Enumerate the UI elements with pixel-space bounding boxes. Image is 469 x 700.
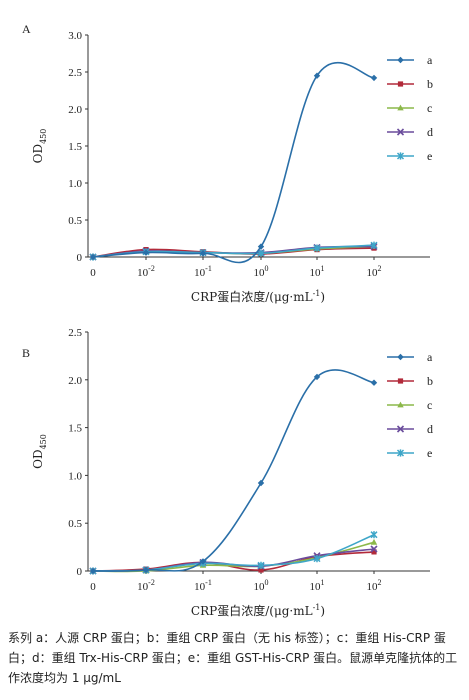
data-point-b [258,567,264,573]
data-point-a [370,379,378,386]
x-tick-label: 100 [254,578,269,593]
data-point-e [313,244,321,252]
data-point-a [199,558,207,565]
y-tick-label: 0.5 [68,215,82,227]
y-tick-label: 3.0 [68,30,82,42]
legend-label-b: b [427,374,433,388]
data-point-a [199,250,207,257]
series-line-a [92,369,375,572]
data-point-a [313,373,321,381]
x-tick-label: 10-2 [137,578,155,593]
chart-panel-b: B 0 0.5 1.0 1.5 2.0 2.5 0 10-2 10-1 100 101 102 CRP蛋白… [22,327,433,618]
legend-marker-e [396,152,405,160]
legend-label-e: e [427,149,432,163]
y-tick-label: 1.5 [68,141,82,153]
data-point-a [89,567,97,575]
legend-marker-b [397,81,404,87]
y-tick-label: 1.0 [68,178,82,190]
legend-marker-c [397,104,404,111]
x-tick-label: 10-1 [194,264,212,279]
y-tick-label: 2.0 [68,375,82,387]
data-point-a [257,479,265,487]
x-tick-label: 101 [310,578,325,593]
legend-marker-e [396,449,405,457]
data-point-e [370,531,378,539]
y-tick-label: 0 [77,252,83,264]
x-tick-label: 10-2 [137,264,155,279]
data-point-b [371,549,377,555]
y-tick-label: 0.5 [68,518,82,530]
x-tick-label: 100 [254,264,269,279]
y-axis-title: OD450 [31,434,48,469]
data-point-a [257,243,265,250]
x-tick-label: 101 [310,264,325,279]
y-tick-label: 2.5 [68,67,82,79]
legend-marker-a [397,353,404,361]
data-point-a [142,249,150,256]
y-tick-label: 2.0 [68,104,82,116]
legend-label-a: a [427,350,433,364]
legend-marker-d [396,425,405,433]
data-point-e [313,555,321,563]
data-point-a [370,74,378,82]
data-point-e [257,561,265,569]
figure-caption: 系列 a：人源 CRP 蛋白；b：重组 CRP 蛋白（无 his 标签）；c：重… [8,631,458,685]
x-tick-label: 102 [367,578,382,593]
x-tick-label: 10-1 [194,578,212,593]
data-point-e [370,241,378,249]
legend-label-c: c [427,398,432,412]
y-tick-label: 0 [77,566,83,578]
figure-canvas: A 0 0.5 1.0 1.5 2.0 2.5 3.0 0 10-2 10-1 100 101 102 CR… [22,22,433,618]
data-point-c [370,538,378,545]
x-tick-label: 0 [90,267,96,279]
legend-marker-a [397,56,404,64]
x-axis-title: CRP蛋白浓度/(μg·mL-1) [191,603,325,618]
legend-marker-c [397,401,404,408]
legend-marker-d [396,128,405,136]
legend-marker-b [397,378,404,384]
y-tick-label: 1.5 [68,423,82,435]
data-point-a [89,253,97,261]
chart-panel-a: A 0 0.5 1.0 1.5 2.0 2.5 3.0 0 10-2 10-1 100 101 102 CR… [22,22,433,304]
y-tick-label: 2.5 [68,327,82,339]
legend-label-b: b [427,77,433,91]
y-tick-label: 1.0 [68,470,82,482]
panel-label: B [22,346,30,360]
data-point-a [142,566,150,574]
legend-label-a: a [427,53,433,67]
x-tick-label: 0 [90,581,96,593]
y-axis-title: OD450 [31,129,48,164]
legend-label-e: e [427,446,432,460]
series-line-a [92,61,375,264]
legend-label-c: c [427,101,432,115]
x-axis-title: CRP蛋白浓度/(μg·mL-1) [191,289,325,304]
legend-label-d: d [427,125,433,139]
x-tick-label: 102 [367,264,382,279]
panel-label: A [22,22,31,36]
legend-label-d: d [427,422,433,436]
data-point-e [257,249,265,257]
data-point-d [370,545,378,553]
data-point-a [313,72,321,79]
